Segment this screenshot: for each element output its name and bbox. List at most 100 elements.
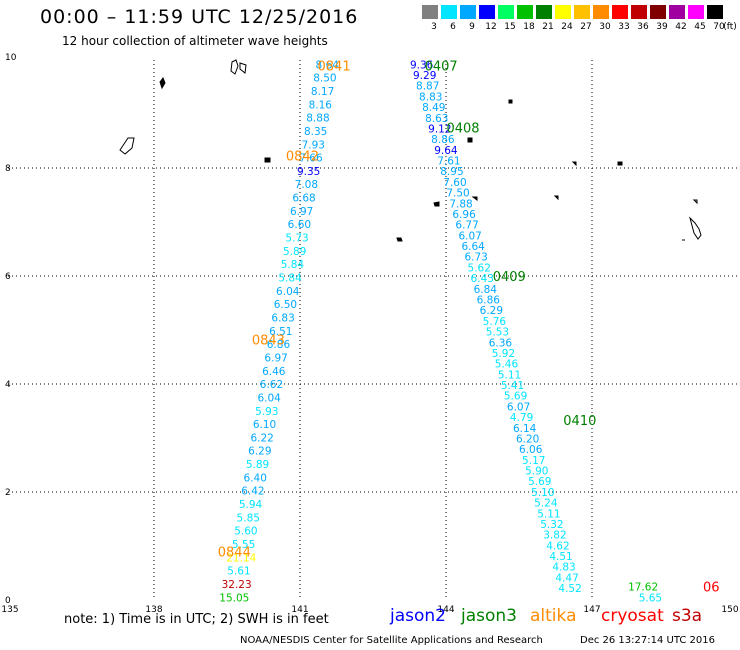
- scale-swatch: [422, 5, 438, 19]
- wave-height-value: 6.97: [264, 352, 287, 364]
- wave-height-value: 5.11: [498, 369, 521, 381]
- pass-time-label: 0407: [425, 59, 458, 74]
- scale-label: 18: [523, 22, 535, 32]
- wave-height-value: 4.79: [510, 412, 533, 424]
- wave-height-value: 8.95: [440, 166, 463, 178]
- wave-height-value: 15.05: [219, 592, 249, 604]
- wave-height-value: 5.17: [522, 455, 545, 467]
- wave-height-value: 9.36: [410, 59, 434, 71]
- island: [396, 237, 403, 242]
- wave-height-value: 6.64: [461, 241, 485, 253]
- scale-label: 12: [485, 22, 497, 32]
- wave-height-value: 8.88: [306, 113, 329, 125]
- wave-height-value: 7.08: [295, 179, 318, 191]
- wave-height-value: 5.85: [237, 512, 260, 524]
- wave-height-value: 6.04: [257, 392, 281, 404]
- lon-tick-label: 141: [291, 605, 308, 615]
- wave-height-value: 5.61: [227, 566, 250, 578]
- wave-height-value: 9.64: [434, 145, 458, 157]
- island: [553, 195, 559, 201]
- wave-height-value: 3.82: [543, 530, 566, 542]
- wave-height-value: 6.07: [507, 401, 530, 413]
- wave-height-value: 7.60: [443, 177, 466, 189]
- scale-label: 30: [599, 22, 611, 32]
- satellite-legend-jason2: jason2: [390, 606, 446, 626]
- axis-tick-labels: 135 138 141 144 147 150 0 2 4 6 8 10: [1, 53, 738, 615]
- scale-swatch: [536, 5, 552, 19]
- island: [264, 157, 271, 163]
- wave-height-value: 6.86: [477, 294, 501, 306]
- wave-height-value: 5.53: [486, 327, 509, 339]
- scale-label: 39: [656, 22, 668, 32]
- wave-height-value: 8.64: [316, 59, 340, 71]
- wave-height-value: 6.20: [516, 433, 539, 445]
- scale-swatch: [574, 5, 590, 19]
- wave-height-value: 21.14: [226, 552, 256, 564]
- lon-tick-label: 135: [1, 605, 18, 615]
- scale-label: 33: [618, 22, 630, 32]
- wave-height-value: 5.65: [639, 592, 662, 604]
- wave-height-value: 6.36: [489, 337, 513, 349]
- lat-tick-label: 0: [5, 596, 11, 606]
- wave-height-value: 17.62: [628, 582, 658, 594]
- scale-swatch: [707, 5, 723, 19]
- lon-tick-label: 147: [583, 605, 600, 615]
- wave-height-value: 9.12: [428, 123, 451, 135]
- wave-height-value: 5.84: [278, 273, 302, 285]
- scale-swatch: [593, 5, 609, 19]
- wave-height-value: 5.32: [540, 519, 563, 531]
- wave-height-value: 8.17: [311, 86, 334, 98]
- wave-height-value: 5.46: [495, 359, 519, 371]
- wave-height-value: 7.61: [437, 156, 460, 168]
- wave-height-value: 5.90: [525, 466, 548, 478]
- island: [433, 196, 478, 207]
- satellite-tracks: 8.64 8.508.178.16 8.888.357.93 7.669.357.08…: [219, 59, 662, 604]
- wave-height-value: 6.84: [474, 284, 498, 296]
- wave-height-value: 5.11: [537, 508, 560, 520]
- credit-text: NOAA/NESDIS Center for Satellite Applica…: [240, 635, 543, 646]
- wave-height-value: 5.69: [528, 476, 551, 488]
- pass-time-label: 0408: [446, 122, 479, 137]
- island: [159, 76, 166, 90]
- wave-height-value: 6.40: [244, 472, 267, 484]
- wave-height-value: 5.73: [285, 233, 308, 245]
- wave-height-value: 7.93: [302, 139, 325, 151]
- lon-tick-label: 138: [145, 605, 162, 615]
- island: [467, 137, 473, 143]
- wave-height-value: 5.62: [468, 262, 491, 274]
- wave-height-value: 5.94: [239, 499, 263, 511]
- wave-height-value: 5.55: [232, 539, 255, 551]
- wave-height-value: 6.22: [250, 432, 273, 444]
- pass-time-label: 0410: [563, 414, 596, 429]
- scale-unit: (ft): [723, 22, 737, 32]
- satellite-legend-s3a: s3a: [672, 606, 703, 626]
- wave-height-value: 8.83: [419, 91, 442, 103]
- wave-height-value: 5.89: [283, 246, 306, 258]
- pass-time-label: 06: [703, 581, 720, 596]
- timestamp-text: Dec 26 13:27:14 UTC 2016: [580, 635, 715, 646]
- wave-height-value: 6.29: [248, 446, 271, 458]
- wave-height-value: 6.29: [480, 305, 503, 317]
- wave-height-value: 6.73: [464, 252, 487, 264]
- scale-label: 9: [469, 22, 475, 32]
- wave-height-value: 8.63: [425, 113, 448, 125]
- scale-swatch: [688, 5, 704, 19]
- island: [571, 161, 623, 167]
- wave-height-value: 6.83: [271, 312, 294, 324]
- scale-swatch: [498, 5, 514, 19]
- island: [230, 59, 247, 75]
- wave-height-value: 4.83: [552, 562, 575, 574]
- scale-label: 36: [637, 22, 649, 32]
- satellite-legend-jason3: jason3: [461, 606, 517, 626]
- lat-tick-label: 10: [5, 53, 17, 63]
- satellite-legend-cryosat: cryosat: [601, 606, 664, 626]
- wave-height-value: 7.88: [449, 198, 472, 210]
- pass-time-label: 0841: [318, 59, 351, 74]
- scale-label: 15: [504, 22, 516, 32]
- scale-swatch: [555, 5, 571, 19]
- track-jason3: 9.369.298.878.838.498.639.128.869.647.61…: [410, 59, 582, 595]
- wave-height-value: 6.77: [455, 220, 478, 232]
- lat-lon-grid: [8, 60, 738, 600]
- wave-height-value: 6.96: [452, 209, 476, 221]
- wave-height-value: 7.50: [446, 188, 469, 200]
